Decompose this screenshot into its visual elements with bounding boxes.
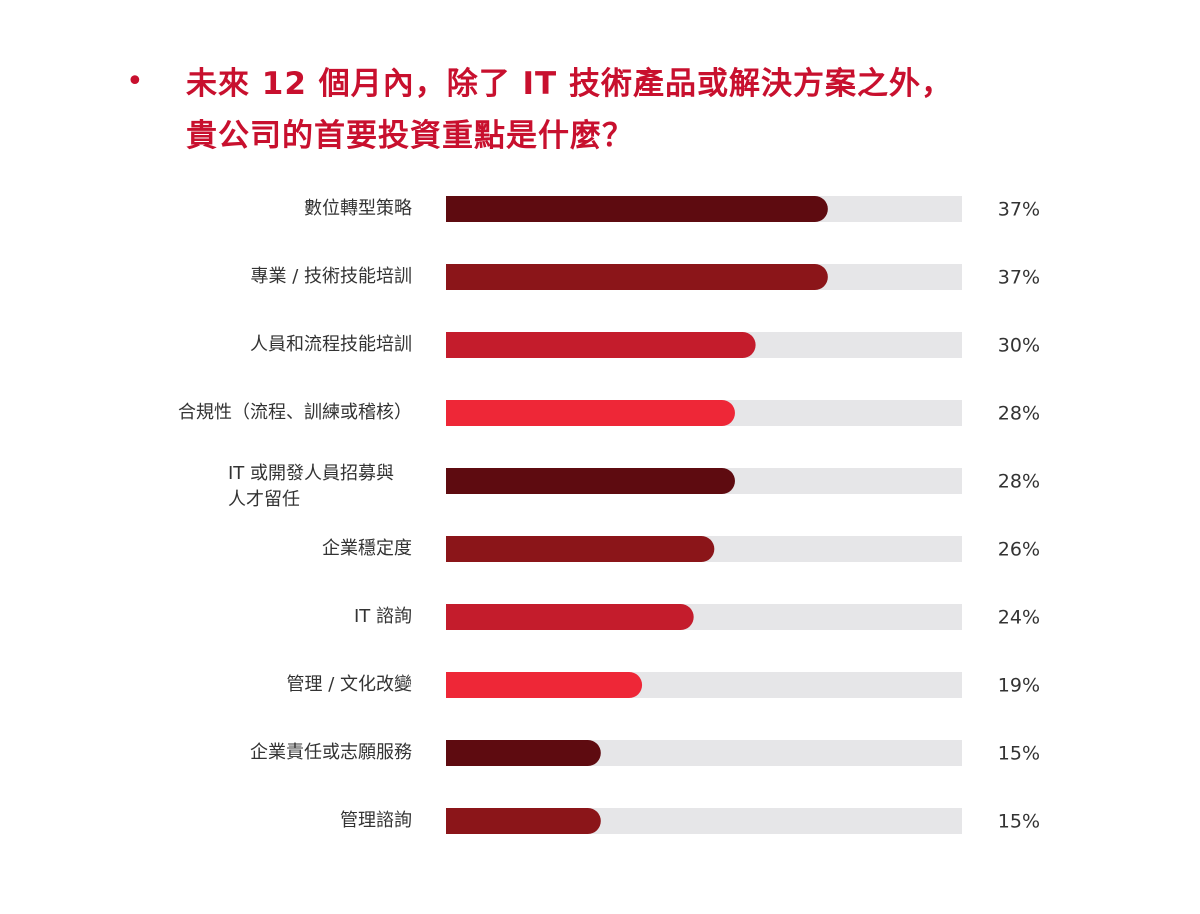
category-label: 企業責任或志願服務 — [250, 742, 412, 763]
category-label: 數位轉型策略 — [304, 198, 412, 219]
category-label: 企業穩定度 — [322, 538, 412, 559]
category-label: 合規性（流程、訓練或稽核） — [178, 402, 412, 423]
value-label: 37% — [998, 199, 1040, 221]
bar — [446, 740, 601, 766]
value-label: 26% — [998, 539, 1040, 561]
bar — [446, 196, 828, 222]
value-label: 19% — [998, 675, 1040, 697]
bar — [446, 808, 601, 834]
category-label: 專業 / 技術技能培訓 — [250, 266, 412, 287]
chart-title: 未來 12 個月內，除了 IT 技術產品或解決方案之外， 貴公司的首要投資重點是… — [186, 58, 1086, 162]
category-label: IT 或開發人員招募與 — [228, 463, 394, 484]
bar — [446, 264, 828, 290]
bar — [446, 604, 694, 630]
value-label: 28% — [998, 403, 1040, 425]
bar — [446, 400, 735, 426]
bar — [446, 468, 735, 494]
bar — [446, 536, 715, 562]
category-label: 人才留任 — [228, 489, 300, 510]
value-label: 24% — [998, 607, 1040, 629]
title-bullet: • — [126, 64, 144, 99]
category-label: IT 諮詢 — [354, 606, 412, 627]
category-label: 管理諮詢 — [340, 810, 412, 831]
bar — [446, 672, 643, 698]
value-label: 15% — [998, 811, 1040, 833]
value-label: 37% — [998, 267, 1040, 289]
chart-title-line-1: 未來 12 個月內，除了 IT 技術產品或解決方案之外， — [186, 66, 953, 102]
category-label: 人員和流程技能培訓 — [250, 334, 412, 355]
value-label: 15% — [998, 743, 1040, 765]
category-label: 管理 / 文化改變 — [286, 674, 412, 695]
chart-title-line-2: 貴公司的首要投資重點是什麼？ — [186, 118, 634, 154]
value-label: 28% — [998, 471, 1040, 493]
value-label: 30% — [998, 335, 1040, 357]
bar — [446, 332, 756, 358]
